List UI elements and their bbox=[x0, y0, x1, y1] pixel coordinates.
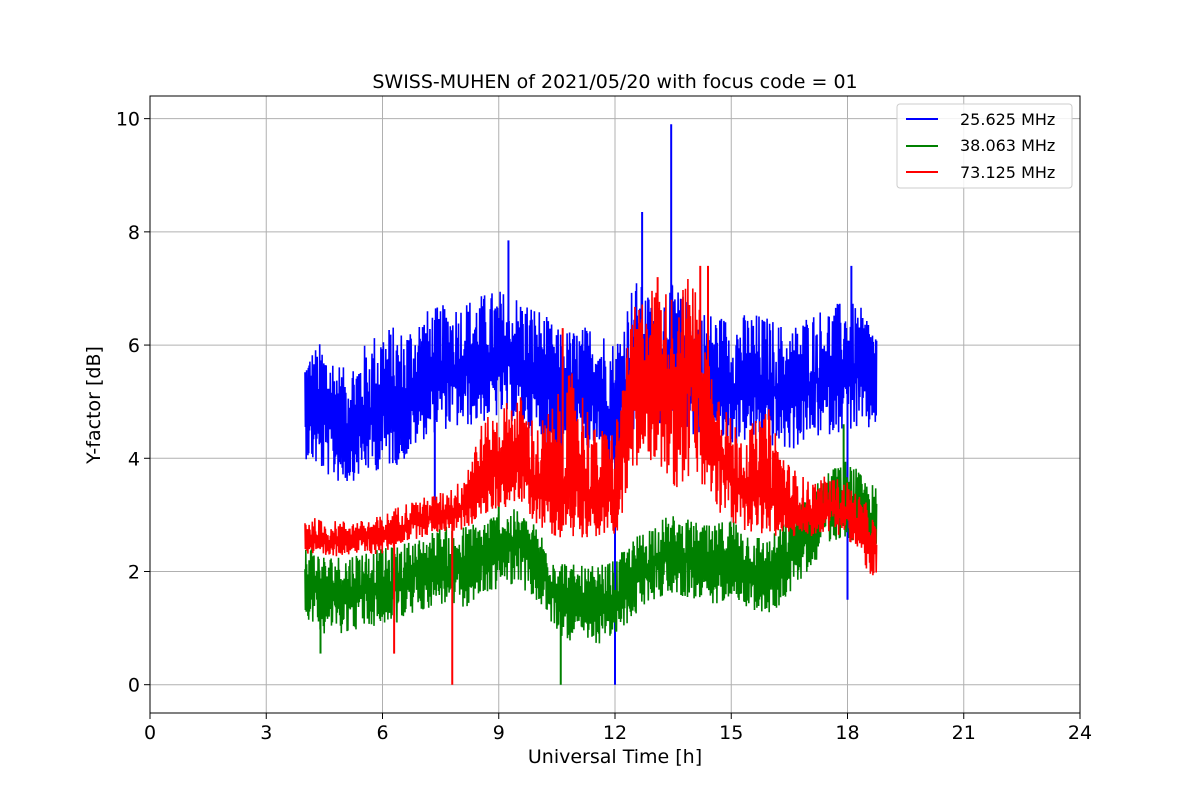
y-tick-label: 8 bbox=[128, 222, 140, 244]
legend-label-38063: 38.063 MHz bbox=[960, 136, 1055, 155]
x-tick-label: 18 bbox=[835, 722, 859, 744]
y-axis-title: Y-factor [dB] bbox=[83, 346, 105, 465]
x-tick-label: 24 bbox=[1068, 722, 1092, 744]
y-tick-label: 0 bbox=[128, 675, 140, 697]
x-tick-label: 3 bbox=[260, 722, 272, 744]
series-line bbox=[304, 278, 878, 576]
y-tick-label: 6 bbox=[128, 335, 140, 357]
x-tick-label: 12 bbox=[603, 722, 627, 744]
x-tick-label: 15 bbox=[719, 722, 743, 744]
x-tick-label: 0 bbox=[144, 722, 156, 744]
y-tick-label: 4 bbox=[128, 448, 140, 470]
series-73-125-mhz bbox=[304, 265, 878, 685]
y-tick-label: 10 bbox=[116, 109, 140, 131]
series-line bbox=[304, 461, 878, 644]
legend: 25.625 MHz 38.063 MHz 73.125 MHz bbox=[896, 103, 1073, 189]
legend-box bbox=[896, 103, 1073, 189]
legend-label-73125: 73.125 MHz bbox=[960, 163, 1055, 182]
x-axis-title: Universal Time [h] bbox=[528, 746, 702, 768]
chart-title: SWISS-MUHEN of 2021/05/20 with focus cod… bbox=[372, 71, 857, 93]
y-tick-label: 2 bbox=[128, 561, 140, 583]
x-tick-label: 21 bbox=[952, 722, 976, 744]
series-line bbox=[304, 283, 878, 482]
x-tick-label: 6 bbox=[376, 722, 388, 744]
x-tick-label: 9 bbox=[493, 722, 505, 744]
legend-label-25625: 25.625 MHz bbox=[960, 110, 1055, 129]
series-layer bbox=[304, 124, 878, 685]
